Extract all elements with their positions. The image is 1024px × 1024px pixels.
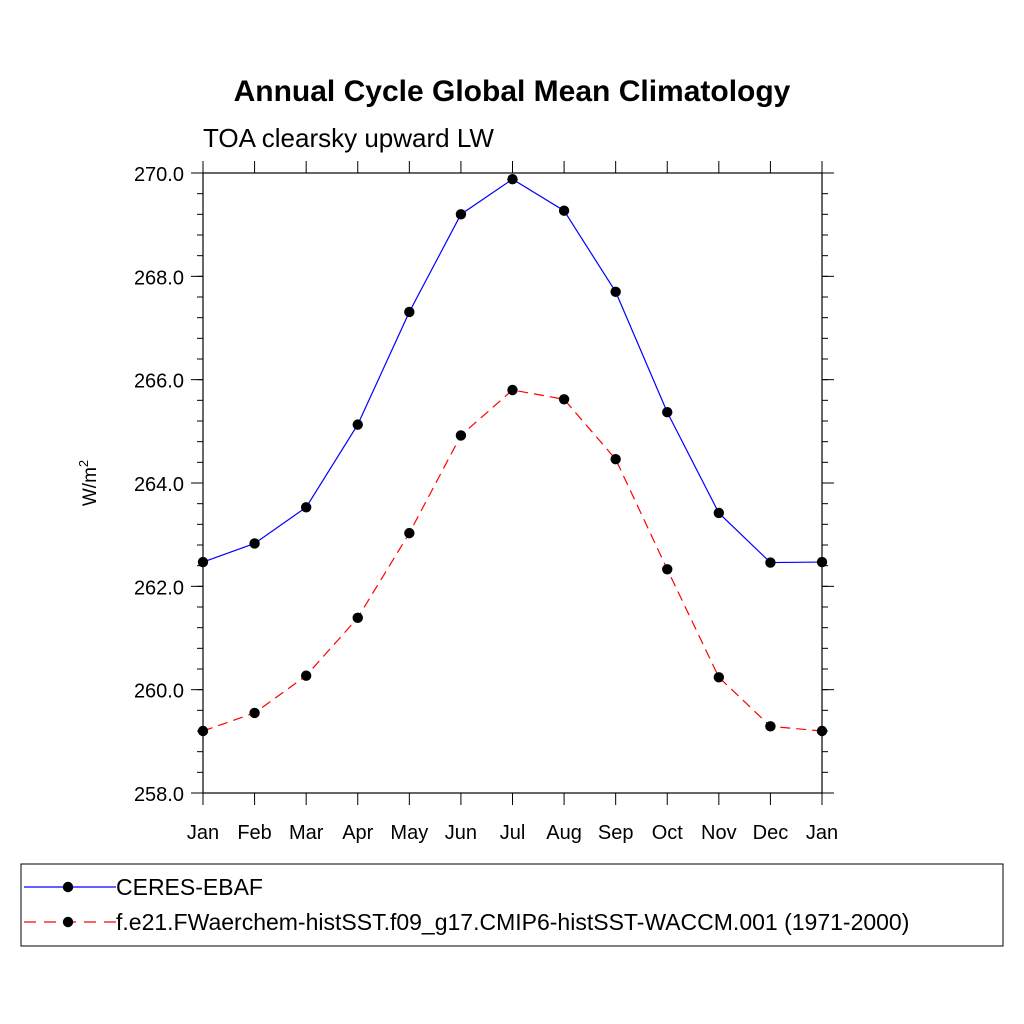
y-tick-label: 268.0 — [134, 267, 184, 289]
series-1-point — [404, 306, 415, 318]
series-1-point — [816, 556, 828, 568]
series-2-point — [404, 527, 415, 539]
series-1-point — [300, 502, 312, 513]
legend-marker-1 — [62, 881, 74, 893]
y-tick-label: 264.0 — [134, 474, 184, 496]
x-tick-labels: Jan Feb Mar Apr May Jun Jul Aug Sep Oct Nov Dec Jan — [187, 822, 838, 844]
legend-label-1: CERES-EBAF — [116, 874, 263, 900]
x-tick-label: Jun — [445, 822, 477, 844]
chart-subtitle: TOA clearsky upward LW — [203, 123, 494, 153]
series-2-point — [713, 672, 725, 683]
series-line-2 — [202, 389, 823, 732]
x-tick-label: Jan — [806, 822, 838, 844]
series-2-point — [352, 612, 363, 624]
x-tick-label: Apr — [342, 822, 373, 844]
series-1-point — [197, 556, 209, 568]
series-line-1 — [202, 178, 823, 564]
series-layer — [197, 174, 828, 737]
series-1-point — [558, 205, 570, 216]
series-2-point — [249, 707, 260, 719]
y-tick-label: 266.0 — [134, 371, 184, 393]
x-tick-label: May — [390, 822, 428, 844]
series-1-point — [713, 507, 725, 519]
legend-label-2: f.e21.FWaerchem-histSST.f09_g17.CMIP6-hi… — [116, 909, 909, 935]
legend: CERES-EBAF f.e21.FWaerchem-histSST.f09_g1… — [24, 874, 909, 935]
chart-title: Annual Cycle Global Mean Climatology — [234, 75, 791, 108]
x-tick-label: Dec — [753, 822, 789, 844]
series-1-point — [352, 419, 363, 430]
series-2-point — [300, 670, 312, 681]
series-2-point — [507, 384, 518, 396]
x-tick-label: Oct — [652, 822, 684, 844]
x-tick-label: Aug — [546, 822, 582, 844]
series-2-point — [455, 430, 467, 441]
series-2-point — [816, 725, 828, 737]
x-tick-label: Jul — [500, 822, 526, 844]
series-2-point — [662, 564, 673, 575]
series-1-point — [455, 209, 467, 220]
y-axis-label-text: W/m — [80, 467, 101, 506]
x-tick-label: Jan — [187, 822, 219, 844]
y-axis-label: W/m2 — [76, 460, 101, 506]
series-2-point — [610, 454, 621, 465]
y-tick-label: 262.0 — [134, 577, 184, 599]
x-tick-label: Mar — [289, 822, 324, 844]
axis-ticks — [191, 161, 834, 805]
series-2-point — [558, 394, 570, 405]
plot-frame — [202, 172, 823, 794]
x-tick-label: Feb — [237, 822, 271, 844]
series-1-point — [765, 557, 776, 568]
x-tick-label: Nov — [701, 822, 737, 844]
series-1-point — [249, 538, 260, 549]
legend-marker-2 — [62, 916, 74, 928]
x-tick-label: Sep — [598, 822, 634, 844]
y-tick-label: 260.0 — [134, 681, 184, 703]
series-1-point — [507, 174, 518, 185]
series-1-point — [662, 407, 673, 418]
series-2-point — [765, 721, 776, 732]
y-axis-label-superscript: 2 — [76, 460, 91, 467]
y-tick-label: 258.0 — [134, 784, 184, 806]
series-1-point — [610, 286, 621, 298]
y-tick-labels: 258.0 260.0 262.0 264.0 266.0 268.0 270.0 — [134, 164, 184, 806]
legend-box — [20, 863, 1004, 947]
y-tick-label: 270.0 — [134, 164, 184, 186]
series-2-point — [197, 725, 209, 737]
